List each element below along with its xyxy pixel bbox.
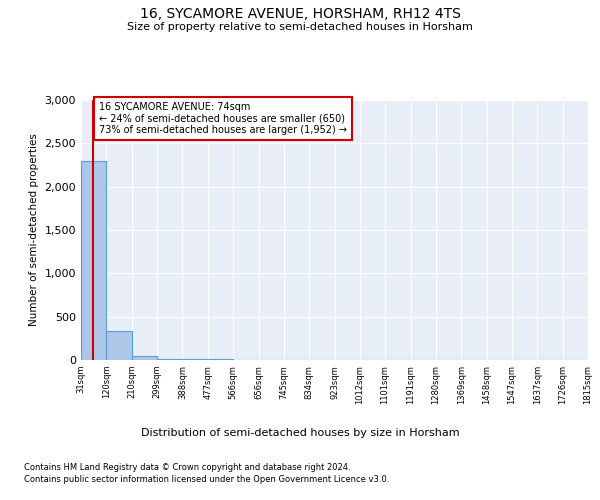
Bar (157, 358, 182, 360)
Bar (81, 160, 106, 360)
Text: 16 SYCAMORE AVENUE: 74sqm
← 24% of semi-detached houses are smaller (650)
73% of: 16 SYCAMORE AVENUE: 74sqm ← 24% of semi-… (99, 102, 347, 135)
Bar (182, 359, 208, 360)
Bar (132, 356, 157, 360)
Text: Distribution of semi-detached houses by size in Horsham: Distribution of semi-detached houses by … (140, 428, 460, 438)
Bar (106, 332, 132, 360)
Text: Size of property relative to semi-detached houses in Horsham: Size of property relative to semi-detach… (127, 22, 473, 32)
Text: Contains public sector information licensed under the Open Government Licence v3: Contains public sector information licen… (24, 475, 389, 484)
Text: 16, SYCAMORE AVENUE, HORSHAM, RH12 4TS: 16, SYCAMORE AVENUE, HORSHAM, RH12 4TS (140, 8, 460, 22)
Text: Contains HM Land Registry data © Crown copyright and database right 2024.: Contains HM Land Registry data © Crown c… (24, 462, 350, 471)
Y-axis label: Number of semi-detached properties: Number of semi-detached properties (29, 134, 39, 326)
